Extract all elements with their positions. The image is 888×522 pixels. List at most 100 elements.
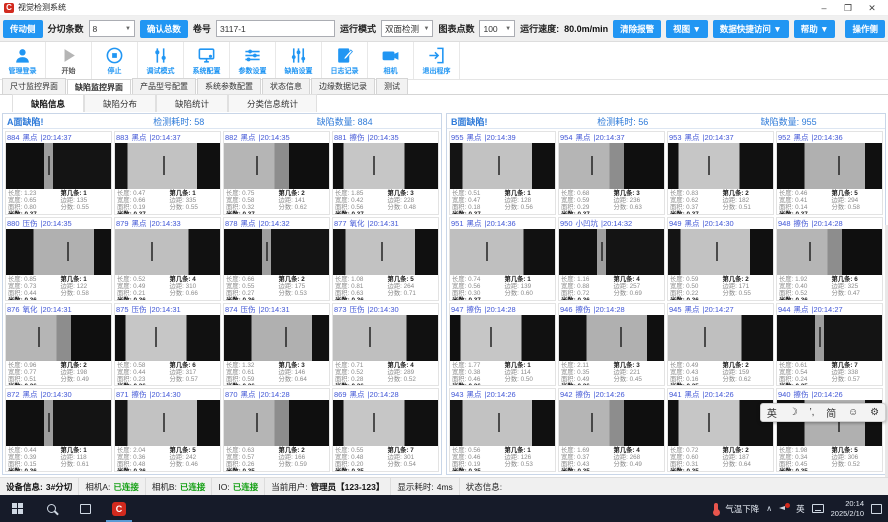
operate-side-button[interactable]: 操作侧 (845, 19, 885, 38)
defect-cell[interactable]: 950 小凹坑 |20:14:32 长度: 1.16 宽度: 0.88 面积: 0.… (558, 216, 665, 301)
defect-cell[interactable]: 884 黑点 |20:14:37 长度: 1.23 宽度: 0.65 面积: 0.8… (5, 131, 112, 215)
defect-image[interactable] (559, 143, 664, 189)
defect-cell[interactable]: 955 黑点 |20:14:39 长度: 0.51 宽度: 0.47 面积: 0.1… (449, 131, 556, 215)
confirm-total-button[interactable]: 确认总数 (139, 19, 188, 38)
drive-side-button[interactable]: 传动侧 (3, 19, 43, 38)
tab-edge-data-record[interactable]: 边缘数据记录 (311, 78, 375, 94)
start-button[interactable] (0, 495, 34, 522)
debug-mode-button[interactable]: 调试模式 (138, 42, 184, 79)
subtab-defect-info[interactable]: 缺陷信息 (12, 93, 85, 114)
defect-cell[interactable]: 877 氧化 |20:14:31 长度: 1.08 宽度: 0.81 面积: 0.6… (332, 216, 439, 301)
notification-center-icon[interactable] (871, 503, 882, 514)
defect-cell[interactable]: 883 黑点 |20:14:37 长度: 0.47 宽度: 0.66 面积: 0.1… (114, 131, 221, 215)
defect-image[interactable] (224, 314, 329, 361)
minimize-button[interactable]: – (821, 2, 827, 13)
subtab-defect-statistics[interactable]: 缺陷统计 (156, 93, 229, 114)
defect-cell[interactable]: 876 氧化 |20:14:31 长度: 0.96 宽度: 0.77 面积: 0.5… (5, 302, 112, 387)
defect-cell[interactable]: 952 黑点 |20:14:36 长度: 0.46 宽度: 0.41 面积: 0.1… (776, 131, 883, 215)
ime-simplified-toggle[interactable]: 简 (826, 409, 837, 420)
defect-cell[interactable]: 873 压伤 |20:14:30 长度: 0.71 宽度: 0.52 面积: 0.2… (332, 302, 439, 387)
ime-fullhalf-icon[interactable]: ☽ (788, 407, 798, 418)
tab-size-monitor[interactable]: 尺寸监控界面 (2, 78, 66, 94)
defect-cell[interactable]: 945 黑点 |20:14:27 长度: 0.49 宽度: 0.43 面积: 0.1… (667, 302, 774, 387)
defect-image[interactable] (6, 314, 111, 361)
defect-image[interactable] (333, 314, 438, 361)
stop-button[interactable]: 停止 (92, 42, 138, 79)
defect-image[interactable] (450, 143, 555, 189)
ime-lang-toggle[interactable]: 英 (766, 409, 777, 420)
ime-indicator[interactable]: 英 (796, 503, 805, 514)
defect-image[interactable] (559, 228, 664, 275)
defect-cell[interactable]: 941 黑点 |20:14:26 长度: 0.72 宽度: 0.60 面积: 0.3… (667, 388, 774, 472)
defect-image[interactable] (333, 400, 438, 447)
defect-cell[interactable]: 943 黑点 |20:14:26 长度: 0.56 宽度: 0.46 面积: 0.1… (449, 388, 556, 472)
defect-cell[interactable]: 880 压伤 |20:14:35 长度: 0.85 宽度: 0.73 面积: 0.4… (5, 216, 112, 301)
subtab-class-info-statistics[interactable]: 分类信息统计 (228, 93, 318, 114)
maximize-button[interactable]: ❐ (843, 2, 853, 13)
defect-image[interactable] (777, 228, 882, 275)
log-record-button[interactable]: 日志记录 (322, 42, 368, 79)
defect-cell[interactable]: 949 黑点 |20:14:30 长度: 0.59 宽度: 0.50 面积: 0.2… (667, 216, 774, 301)
defect-cell[interactable]: 879 黑点 |20:14:33 长度: 0.52 宽度: 0.49 面积: 0.2… (114, 216, 221, 301)
defect-image[interactable] (6, 143, 111, 189)
close-button[interactable]: ✕ (868, 2, 876, 13)
defect-cell[interactable]: 951 黑点 |20:14:36 长度: 0.74 宽度: 0.56 面积: 0.3… (449, 216, 556, 301)
defect-cell[interactable]: 875 压伤 |20:14:31 长度: 0.58 宽度: 0.44 面积: 0.2… (114, 302, 221, 387)
help-menu-button[interactable]: 帮助 ▼ (793, 19, 836, 38)
tab-status-info[interactable]: 状态信息 (262, 78, 310, 94)
defect-image[interactable] (777, 314, 882, 361)
defect-cell[interactable]: 869 黑点 |20:14:28 长度: 0.55 宽度: 0.48 面积: 0.2… (332, 388, 439, 472)
defect-cell[interactable]: 881 擦伤 |20:14:35 长度: 1.85 宽度: 0.42 面积: 0.5… (332, 131, 439, 215)
defect-cell[interactable]: 942 擦伤 |20:14:26 长度: 1.69 宽度: 0.37 面积: 0.4… (558, 388, 665, 472)
weather-text[interactable]: 气温下降 (725, 503, 760, 514)
taskbar-search-button[interactable] (34, 495, 68, 522)
defect-image[interactable] (668, 143, 773, 189)
tab-system-param-config[interactable]: 系统参数配置 (197, 78, 261, 94)
admin-login-button[interactable]: 管理登录 (0, 42, 46, 79)
system-config-button[interactable]: 系统配置 (184, 42, 230, 79)
defect-settings-button[interactable]: 缺陷设置 (276, 42, 322, 79)
defect-image[interactable] (668, 314, 773, 361)
defect-image[interactable] (333, 228, 438, 275)
ime-emoji-icon[interactable]: ☺ (848, 407, 859, 418)
chart-points-select[interactable]: 100 ▼ (479, 20, 516, 37)
defect-image[interactable] (224, 228, 329, 275)
defect-cell[interactable]: 871 擦伤 |20:14:30 长度: 2.04 宽度: 0.36 面积: 0.4… (114, 388, 221, 472)
defect-cell[interactable]: 874 压伤 |20:14:31 长度: 1.32 宽度: 0.61 面积: 0.5… (223, 302, 330, 387)
ime-punctuation-icon[interactable]: ’, (809, 407, 815, 418)
defect-cell[interactable]: 940 擦伤 |20:14:26 长度: 1.98 宽度: 0.34 面积: 0.4… (776, 388, 883, 472)
defect-cell[interactable]: 953 黑点 |20:14:37 长度: 0.83 宽度: 0.62 面积: 0.3… (667, 131, 774, 215)
volume-icon[interactable] (779, 503, 791, 513)
defect-image[interactable] (6, 228, 111, 275)
tab-test[interactable]: 测试 (376, 78, 408, 94)
defect-image[interactable] (115, 400, 220, 447)
defect-image[interactable] (450, 228, 555, 275)
defect-cell[interactable]: 870 黑点 |20:14:28 长度: 0.63 宽度: 0.57 面积: 0.2… (223, 388, 330, 472)
subtab-defect-distribution[interactable]: 缺陷分布 (84, 93, 157, 114)
defect-image[interactable] (115, 228, 220, 275)
camera-button[interactable]: 相机 (368, 42, 414, 79)
defect-image[interactable] (333, 143, 438, 189)
taskbar-clock[interactable]: 20:14 2025/2/10 (831, 499, 864, 518)
parameter-settings-button[interactable]: 参数设置 (230, 42, 276, 79)
defect-cell[interactable]: 954 黑点 |20:14:37 长度: 0.68 宽度: 0.59 面积: 0.2… (558, 131, 665, 215)
tray-expand-icon[interactable]: ∧ (766, 504, 773, 513)
exit-program-button[interactable]: 退出程序 (414, 42, 460, 79)
start-button[interactable]: 开始 (46, 42, 92, 79)
defect-cell[interactable]: 872 黑点 |20:14:30 长度: 0.44 宽度: 0.39 面积: 0.1… (5, 388, 112, 472)
defect-image[interactable] (777, 143, 882, 189)
defect-image[interactable] (115, 143, 220, 189)
data-quick-access-button[interactable]: 数据快捷访问 ▼ (712, 19, 789, 38)
defect-image[interactable] (559, 314, 664, 361)
defect-image[interactable] (450, 400, 555, 447)
keyboard-icon[interactable] (811, 504, 824, 513)
defect-cell[interactable]: 878 黑点 |20:14:32 长度: 0.66 宽度: 0.55 面积: 0.2… (223, 216, 330, 301)
roll-number-input[interactable] (215, 20, 335, 37)
task-view-button[interactable] (68, 495, 102, 522)
run-mode-select[interactable]: 双面检测 ▼ (380, 20, 434, 37)
view-menu-button[interactable]: 视图 ▼ (666, 19, 708, 38)
defect-image[interactable] (668, 400, 773, 447)
defect-cell[interactable]: 944 黑点 |20:14:27 长度: 0.61 宽度: 0.54 面积: 0.2… (776, 302, 883, 387)
defect-image[interactable] (115, 314, 220, 361)
tab-defect-monitor[interactable]: 缺陷监控界面 (67, 79, 131, 95)
